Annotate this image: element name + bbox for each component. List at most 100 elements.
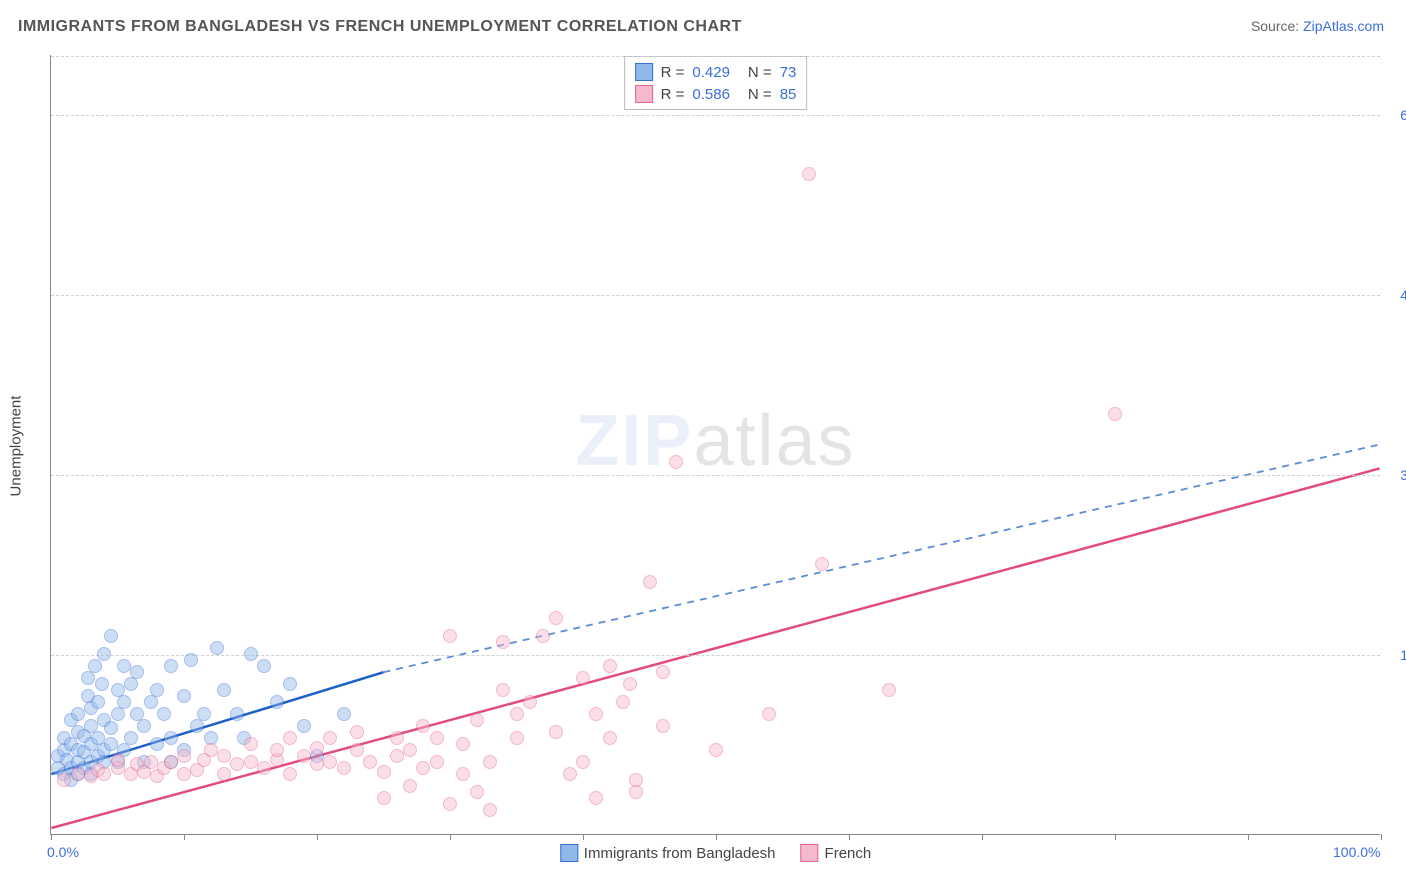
- scatter-point-blue: [230, 707, 244, 721]
- scatter-point-blue: [164, 659, 178, 673]
- x-tick: [982, 834, 983, 840]
- scatter-point-pink: [71, 767, 85, 781]
- scatter-point-blue: [257, 659, 271, 673]
- scatter-point-pink: [97, 767, 111, 781]
- scatter-point-blue: [144, 695, 158, 709]
- x-tick: [317, 834, 318, 840]
- scatter-point-pink: [323, 731, 337, 745]
- scatter-point-pink: [337, 761, 351, 775]
- scatter-point-pink: [350, 725, 364, 739]
- legend-bottom: Immigrants from Bangladesh French: [560, 844, 871, 862]
- scatter-point-pink: [709, 743, 723, 757]
- legend-stat-row: R = 0.429N = 73: [635, 61, 797, 83]
- x-tick: [1115, 834, 1116, 840]
- legend-label: Immigrants from Bangladesh: [584, 845, 776, 862]
- scatter-point-pink: [443, 797, 457, 811]
- gridline-h: [51, 115, 1380, 116]
- scatter-point-pink: [629, 785, 643, 799]
- source-link[interactable]: ZipAtlas.com: [1303, 18, 1384, 34]
- gridline-h: [51, 56, 1380, 57]
- y-tick-label: 30.0%: [1385, 467, 1406, 483]
- gridline-h: [51, 475, 1380, 476]
- scatter-point-pink: [589, 707, 603, 721]
- x-tick: [1381, 834, 1382, 840]
- scatter-point-pink: [669, 455, 683, 469]
- legend-r-label: R =: [661, 86, 685, 103]
- legend-stat-row: R = 0.586N = 85: [635, 83, 797, 105]
- y-tick-label: 60.0%: [1385, 107, 1406, 123]
- scatter-point-pink: [57, 773, 71, 787]
- scatter-point-blue: [137, 719, 151, 733]
- scatter-point-pink: [623, 677, 637, 691]
- scatter-point-pink: [802, 167, 816, 181]
- scatter-point-pink: [483, 755, 497, 769]
- scatter-point-blue: [117, 659, 131, 673]
- scatter-point-pink: [603, 731, 617, 745]
- scatter-point-pink: [403, 743, 417, 757]
- scatter-point-pink: [323, 755, 337, 769]
- scatter-point-pink: [563, 767, 577, 781]
- scatter-point-blue: [217, 683, 231, 697]
- scatter-point-pink: [416, 761, 430, 775]
- legend-swatch: [635, 85, 653, 103]
- scatter-point-blue: [297, 719, 311, 733]
- scatter-point-pink: [270, 743, 284, 757]
- scatter-point-pink: [390, 749, 404, 763]
- scatter-point-pink: [217, 767, 231, 781]
- scatter-point-pink: [882, 683, 896, 697]
- x-tick: [184, 834, 185, 840]
- scatter-point-pink: [656, 665, 670, 679]
- scatter-point-pink: [204, 743, 218, 757]
- scatter-point-pink: [283, 767, 297, 781]
- source-attribution: Source: ZipAtlas.com: [1251, 18, 1384, 34]
- legend-n-label: N =: [748, 64, 772, 81]
- legend-label: French: [825, 845, 872, 862]
- legend-n-label: N =: [748, 86, 772, 103]
- legend-swatch: [560, 844, 578, 862]
- scatter-point-pink: [456, 737, 470, 751]
- x-tick-label: 100.0%: [1333, 844, 1380, 860]
- scatter-point-pink: [350, 743, 364, 757]
- scatter-point-blue: [111, 707, 125, 721]
- scatter-point-pink: [470, 785, 484, 799]
- legend-item: Immigrants from Bangladesh: [560, 844, 776, 862]
- gridline-h: [51, 295, 1380, 296]
- x-tick: [51, 834, 52, 840]
- scatter-point-blue: [88, 659, 102, 673]
- scatter-point-blue: [184, 653, 198, 667]
- scatter-point-pink: [483, 803, 497, 817]
- scatter-point-blue: [104, 721, 118, 735]
- scatter-point-pink: [390, 731, 404, 745]
- scatter-point-blue: [150, 737, 164, 751]
- scatter-point-blue: [104, 737, 118, 751]
- scatter-point-pink: [1108, 407, 1122, 421]
- legend-r-value: 0.429: [692, 64, 730, 81]
- scatter-point-blue: [197, 707, 211, 721]
- scatter-point-blue: [164, 731, 178, 745]
- scatter-point-blue: [270, 695, 284, 709]
- scatter-point-pink: [762, 707, 776, 721]
- scatter-point-pink: [310, 741, 324, 755]
- scatter-point-pink: [164, 755, 178, 769]
- scatter-point-pink: [363, 755, 377, 769]
- scatter-point-pink: [643, 575, 657, 589]
- x-tick: [849, 834, 850, 840]
- chart-title: IMMIGRANTS FROM BANGLADESH VS FRENCH UNE…: [18, 18, 742, 36]
- scatter-point-blue: [190, 719, 204, 733]
- source-label: Source:: [1251, 18, 1299, 34]
- scatter-point-pink: [523, 695, 537, 709]
- scatter-point-blue: [124, 731, 138, 745]
- scatter-point-pink: [616, 695, 630, 709]
- scatter-point-pink: [297, 749, 311, 763]
- trend-lines-layer: [51, 55, 1380, 834]
- scatter-point-pink: [576, 671, 590, 685]
- scatter-point-pink: [283, 731, 297, 745]
- scatter-point-pink: [656, 719, 670, 733]
- scatter-point-pink: [377, 765, 391, 779]
- scatter-point-blue: [97, 647, 111, 661]
- x-tick: [583, 834, 584, 840]
- scatter-point-blue: [283, 677, 297, 691]
- scatter-point-pink: [144, 755, 158, 769]
- legend-item: French: [801, 844, 872, 862]
- y-tick-label: 15.0%: [1385, 647, 1406, 663]
